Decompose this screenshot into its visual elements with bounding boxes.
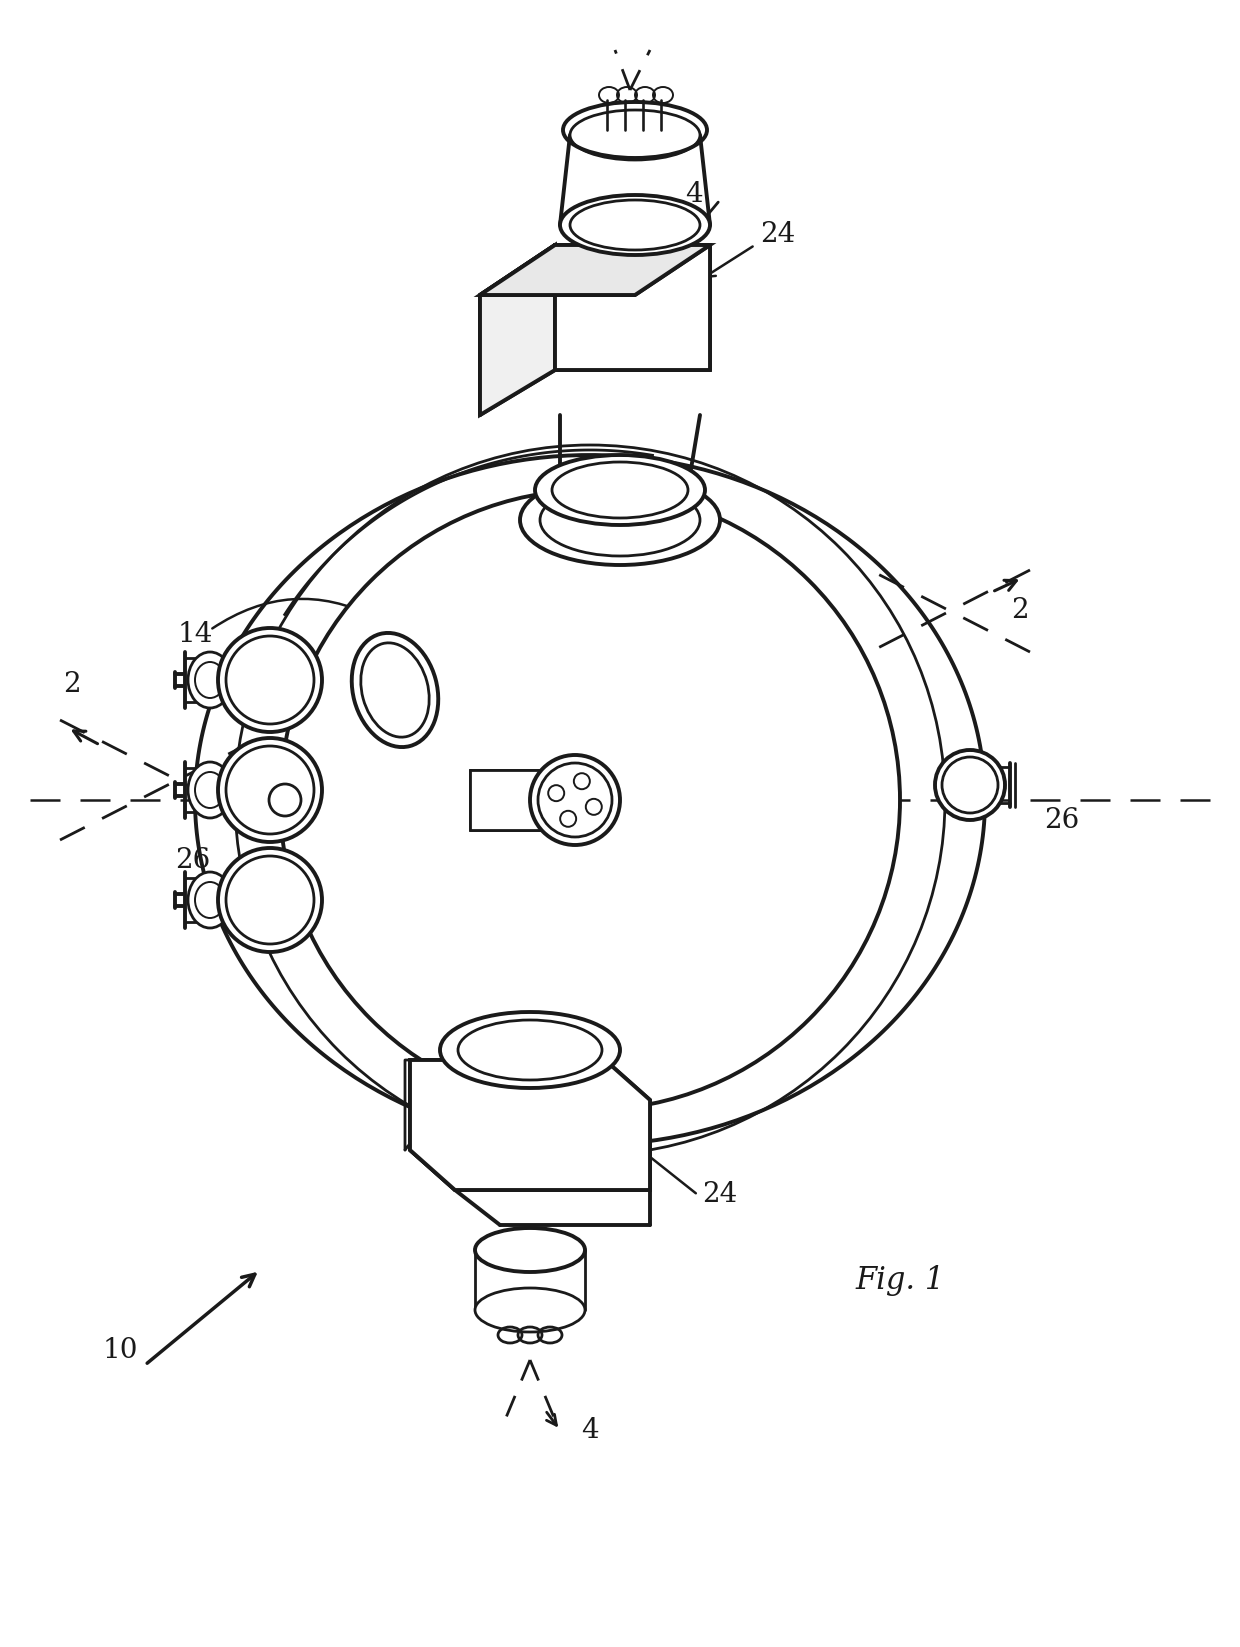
Ellipse shape xyxy=(475,1229,585,1271)
Ellipse shape xyxy=(520,474,720,565)
Ellipse shape xyxy=(218,628,322,731)
Text: 2: 2 xyxy=(1011,596,1029,624)
Ellipse shape xyxy=(475,1288,585,1332)
Text: 2: 2 xyxy=(63,672,81,698)
Ellipse shape xyxy=(218,738,322,842)
Polygon shape xyxy=(410,1061,650,1191)
Text: 24: 24 xyxy=(760,221,796,249)
Ellipse shape xyxy=(529,754,620,845)
Ellipse shape xyxy=(218,848,322,952)
Text: Fig. 1: Fig. 1 xyxy=(856,1265,945,1296)
Text: 4: 4 xyxy=(686,181,703,209)
Ellipse shape xyxy=(188,652,232,708)
Ellipse shape xyxy=(440,1011,620,1089)
Text: 14: 14 xyxy=(177,621,213,649)
Ellipse shape xyxy=(269,784,301,815)
Text: 26: 26 xyxy=(1044,807,1080,833)
Text: 26: 26 xyxy=(175,847,211,873)
Ellipse shape xyxy=(570,110,701,160)
Polygon shape xyxy=(480,245,556,415)
Ellipse shape xyxy=(352,632,438,748)
Polygon shape xyxy=(556,245,711,371)
Ellipse shape xyxy=(188,871,232,927)
Text: 10: 10 xyxy=(102,1336,138,1364)
Polygon shape xyxy=(470,771,600,830)
Ellipse shape xyxy=(560,194,711,255)
Ellipse shape xyxy=(534,455,706,525)
Polygon shape xyxy=(480,245,711,295)
Ellipse shape xyxy=(935,749,1004,820)
Text: 24: 24 xyxy=(702,1181,738,1209)
Ellipse shape xyxy=(188,763,232,819)
Ellipse shape xyxy=(280,491,900,1110)
Text: 4: 4 xyxy=(582,1416,599,1443)
